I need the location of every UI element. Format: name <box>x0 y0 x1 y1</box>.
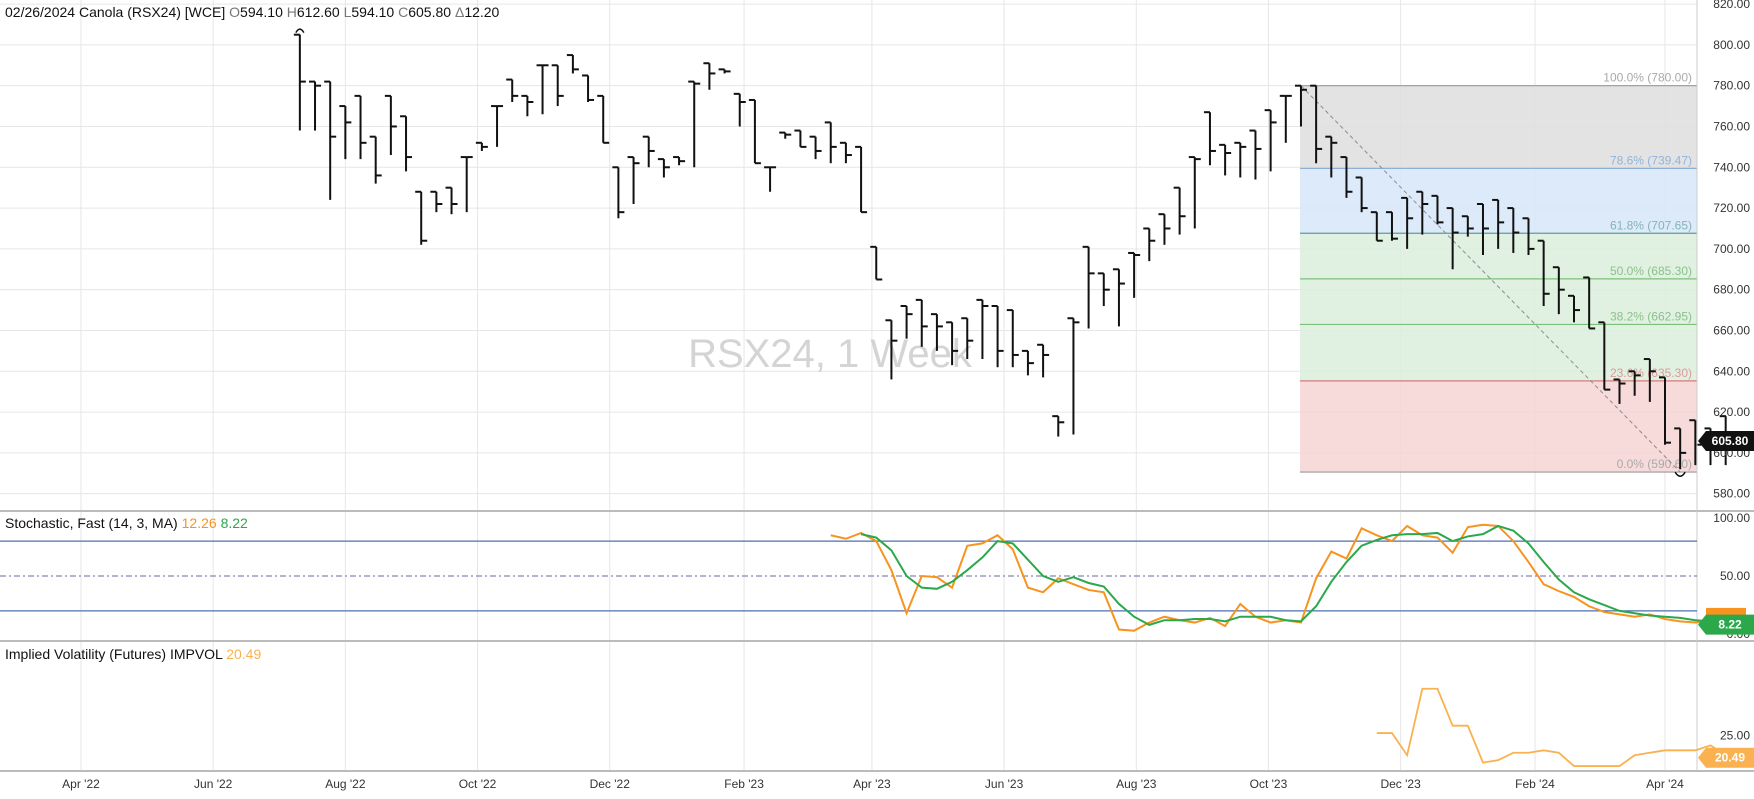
iv-value: 20.49 <box>226 646 262 662</box>
x-axis: Apr '22 Jun '22 Aug '22 Oct '22 Dec '22 Feb '… <box>62 777 1684 791</box>
header-date: 02/26/2024 <box>5 4 76 20</box>
stoch-k-badge <box>1706 607 1746 616</box>
watermark: RSX24, 1 Week <box>688 332 973 376</box>
iv-header: Implied Volatility (Futures) IMPVOL 20.4… <box>5 646 261 662</box>
iv-badge: 20.49 <box>1715 751 1745 765</box>
low-value: 594.10 <box>351 4 395 20</box>
stoch-y-tick: 100.00 <box>1713 511 1750 525</box>
fib-level-label: 38.2% (662.95) <box>1610 309 1692 323</box>
stoch-y-tick: 50.00 <box>1720 569 1750 583</box>
fib-level-label: 0.0% (590.60) <box>1617 457 1692 471</box>
price-bars <box>293 28 1732 477</box>
y-tick-label: 640.00 <box>1713 364 1750 378</box>
y-tick-label: 660.00 <box>1713 323 1750 337</box>
high-label: H <box>286 4 297 20</box>
fib-level-label: 50.0% (685.30) <box>1610 264 1692 278</box>
price-header: 02/26/2024 Canola (RSX24) [WCE] O594.10 … <box>5 4 499 20</box>
fibonacci-retracement: 100.0% (780.00) 78.6% (739.47) 61.8% (707.… <box>1299 71 1697 473</box>
stoch-d-value: 8.22 <box>220 515 248 531</box>
x-tick-label: Dec '22 <box>590 777 631 791</box>
x-tick-label: Jun '22 <box>194 777 233 791</box>
x-tick-label: Feb '23 <box>724 777 764 791</box>
low-marker <box>1674 471 1686 477</box>
fib-level-label: 23.6% (635.30) <box>1610 366 1692 380</box>
stochastic-header: Stochastic, Fast (14, 3, MA) 12.26 8.22 <box>5 515 248 531</box>
close-label: C <box>398 4 409 20</box>
high-marker <box>295 28 305 34</box>
y-tick-label: 580.00 <box>1713 487 1750 501</box>
y-tick-label: 680.00 <box>1713 283 1750 297</box>
close-value: 605.80 <box>408 4 452 20</box>
header-symbol: Canola (RSX24) [WCE] <box>78 4 226 20</box>
low-label: L <box>343 4 352 20</box>
y-tick-label: 800.00 <box>1713 38 1750 52</box>
y-tick-label: 780.00 <box>1713 79 1750 93</box>
x-tick-label: Apr '23 <box>853 777 891 791</box>
y-tick-label: 820.00 <box>1713 0 1750 11</box>
x-tick-label: Aug '23 <box>1116 777 1157 791</box>
value-badges: 605.80 8.22 20.49 <box>1698 431 1754 768</box>
stochastic-panel <box>0 523 1754 632</box>
x-tick-label: Oct '23 <box>1250 777 1288 791</box>
change-value: 12.20 <box>464 4 500 20</box>
y-tick-label: 700.00 <box>1713 242 1750 256</box>
stoch-k-value: 12.26 <box>181 515 217 531</box>
high-value: 612.60 <box>296 4 340 20</box>
x-tick-label: Feb '24 <box>1515 777 1555 791</box>
iv-line <box>1376 687 1754 767</box>
y-tick-label: 620.00 <box>1713 405 1750 419</box>
fib-level-label: 78.6% (739.47) <box>1610 153 1692 167</box>
panel-frames <box>0 0 1754 772</box>
fib-zone <box>1299 85 1697 169</box>
x-tick-label: Oct '22 <box>459 777 497 791</box>
stoch-label: Stochastic, Fast (14, 3, MA) <box>5 515 178 531</box>
change-label: Δ <box>454 4 465 20</box>
open-label: O <box>229 4 241 20</box>
y-tick-label: 740.00 <box>1713 160 1750 174</box>
y-tick-label: 720.00 <box>1713 201 1750 215</box>
iv-badge-bg <box>1698 747 1754 768</box>
y-axis: 580.00600.00620.00640.00660.00680.00700.… <box>1713 0 1750 743</box>
iv-y-tick: 25.00 <box>1720 729 1750 743</box>
fib-trend-line <box>1300 85 1681 473</box>
x-tick-label: Dec '23 <box>1380 777 1421 791</box>
x-tick-label: Apr '22 <box>62 777 100 791</box>
iv-panel <box>1376 687 1754 767</box>
x-tick-label: Apr '24 <box>1646 777 1684 791</box>
stoch-d-badge: 8.22 <box>1718 618 1742 632</box>
iv-label: Implied Volatility (Futures) IMPVOL <box>5 646 223 662</box>
last-price-badge-bg <box>1698 431 1754 452</box>
x-tick-label: Jun '23 <box>985 777 1024 791</box>
y-tick-label: 760.00 <box>1713 119 1750 133</box>
last-price-badge: 605.80 <box>1712 434 1749 448</box>
fib-level-label: 61.8% (707.65) <box>1610 218 1692 232</box>
open-value: 594.10 <box>240 4 283 20</box>
stoch-d-badge-bg <box>1698 614 1754 635</box>
fib-level-label: 100.0% (780.00) <box>1603 71 1692 85</box>
x-tick-label: Aug '22 <box>325 777 366 791</box>
fib-zone <box>1299 380 1697 473</box>
